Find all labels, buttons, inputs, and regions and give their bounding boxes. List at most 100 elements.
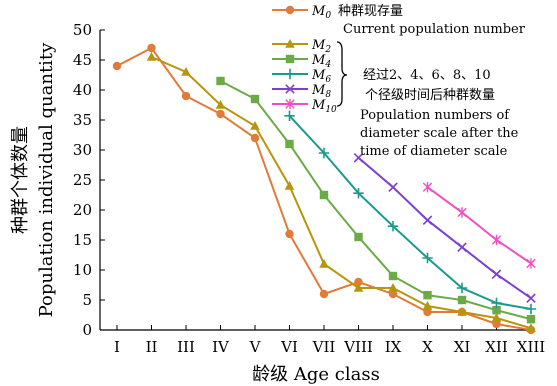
data-point-m2 <box>457 307 467 316</box>
data-point-m6 <box>491 297 502 309</box>
data-point-m4 <box>423 291 432 300</box>
x-tick-label: I <box>114 338 120 356</box>
data-point-m2 <box>146 52 157 61</box>
data-point-m2 <box>526 323 536 332</box>
data-point-m2 <box>250 121 260 130</box>
data-point-m10 <box>526 258 536 269</box>
data-point-m8 <box>491 269 502 279</box>
data-point-m0 <box>285 229 294 239</box>
legend: M0 种群现存量 Current population number M2M4M… <box>272 4 526 159</box>
y-tick-label: 30 <box>73 141 92 159</box>
series-m6 <box>284 110 537 315</box>
x-tick-label: XII <box>485 338 508 356</box>
legend-group-note-cn-2: 个径级时间后种群数量 <box>365 88 495 103</box>
series-m8 <box>353 153 536 303</box>
data-point-m0 <box>181 91 191 101</box>
data-point-m0 <box>250 133 260 143</box>
legend-marker-m2 <box>285 39 295 48</box>
data-point-m8 <box>457 242 467 252</box>
x-tick-label: X <box>422 338 433 356</box>
data-point-m0 <box>216 109 225 119</box>
data-point-m4 <box>354 232 363 242</box>
data-point-m6 <box>456 282 468 294</box>
data-point-m8 <box>388 182 398 192</box>
legend-marker-m4 <box>285 54 295 64</box>
y-axis-title-cn: 种群个体数量 <box>10 126 31 234</box>
data-point-m10 <box>457 207 467 218</box>
series-line-m4 <box>220 80 532 321</box>
x-tick-label: II <box>146 338 158 356</box>
data-point-m2 <box>181 67 191 76</box>
data-point-m6 <box>284 110 295 121</box>
data-point-m0 <box>492 319 501 329</box>
data-point-m2 <box>491 313 502 322</box>
data-point-m8 <box>422 215 433 225</box>
data-point-m4 <box>285 139 294 149</box>
y-tick-label: 45 <box>73 51 92 69</box>
legend-marker-m6 <box>284 68 296 80</box>
legend-brace <box>336 41 348 107</box>
data-point-m4 <box>388 271 398 281</box>
x-tick-label: VII <box>312 338 336 356</box>
data-point-m4 <box>457 295 467 305</box>
y-tick-label: 5 <box>82 291 92 309</box>
data-point-m4 <box>526 315 536 324</box>
data-point-m2 <box>388 283 398 292</box>
x-tick-label: IX <box>385 338 402 356</box>
legend-label-m10: M10 <box>311 98 337 115</box>
data-point-m0 <box>388 289 398 299</box>
data-point-m8 <box>526 293 536 303</box>
legend-marker-m8 <box>285 84 295 94</box>
y-tick-label: 10 <box>73 261 92 279</box>
x-tick-label: V <box>249 338 262 356</box>
data-point-m0 <box>319 289 329 299</box>
legend-label-m0: M0 <box>311 4 331 21</box>
series-line-m10 <box>426 186 532 265</box>
y-tick-label: 0 <box>82 321 92 339</box>
series-line-m2 <box>151 56 532 330</box>
x-tick-label: VIII <box>343 338 373 356</box>
y-tick-label: 25 <box>73 171 92 189</box>
y-tick-label: 40 <box>73 81 92 99</box>
data-point-m2 <box>353 283 364 292</box>
legend-item-m10: M10 <box>272 98 337 115</box>
legend-group-note-en-2: diameter scale after the <box>360 126 519 141</box>
data-point-m2 <box>422 301 433 310</box>
x-tick-label: XIII <box>517 338 546 356</box>
y-tick-label: 50 <box>73 21 92 39</box>
series-m4 <box>216 76 536 324</box>
legend-marker-m0 <box>285 5 295 15</box>
data-point-m10 <box>422 182 433 193</box>
legend-item-m0: M0 <box>272 4 331 21</box>
data-point-m6 <box>387 221 399 232</box>
series-m10 <box>422 182 536 269</box>
data-point-m0 <box>112 61 122 71</box>
legend-marker-m10 <box>285 98 295 110</box>
data-point-m0 <box>354 277 363 287</box>
y-tick-label: 15 <box>73 231 92 249</box>
data-point-m6 <box>353 188 364 199</box>
series-line-m6 <box>288 115 532 310</box>
data-point-m4 <box>319 190 329 200</box>
y-axis-title-en: Population individual quantity <box>36 42 57 318</box>
data-point-m0 <box>423 307 432 317</box>
x-tick-label: IV <box>212 338 230 356</box>
data-point-m2 <box>319 259 329 268</box>
series-layer <box>112 43 537 335</box>
y-tick-label: 20 <box>73 201 92 219</box>
y-tick-label: 35 <box>73 111 92 129</box>
legend-group-note-cn-1: 经过2、4、6、8、10 <box>363 68 491 83</box>
x-axis-title: 龄级 Age class <box>252 364 380 385</box>
data-point-m6 <box>318 147 330 159</box>
x-tick-label: XI <box>454 338 471 356</box>
data-point-m6 <box>422 252 433 264</box>
legend-group-note-en-1: Population numbers of <box>360 108 510 123</box>
legend-m0-note-en: Current population number <box>343 22 526 37</box>
legend-m0-note-cn: 种群现存量 <box>338 4 403 19</box>
legend-item-m0: M0 <box>272 4 331 21</box>
data-point-m4 <box>250 94 260 104</box>
data-point-m2 <box>215 100 226 109</box>
